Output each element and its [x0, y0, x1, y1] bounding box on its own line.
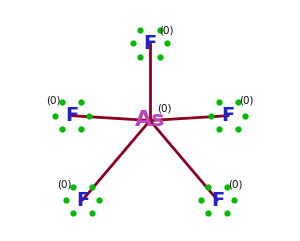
- Text: As: As: [135, 111, 165, 130]
- Text: F: F: [65, 106, 78, 125]
- Text: (0): (0): [228, 179, 243, 189]
- Text: (0): (0): [239, 95, 254, 105]
- Text: (0): (0): [157, 103, 172, 114]
- Text: F: F: [76, 191, 89, 209]
- Text: F: F: [143, 34, 157, 53]
- Text: F: F: [211, 191, 224, 209]
- Text: (0): (0): [160, 25, 174, 35]
- Text: (0): (0): [46, 95, 61, 105]
- Text: F: F: [222, 106, 235, 125]
- Text: (0): (0): [57, 179, 72, 189]
